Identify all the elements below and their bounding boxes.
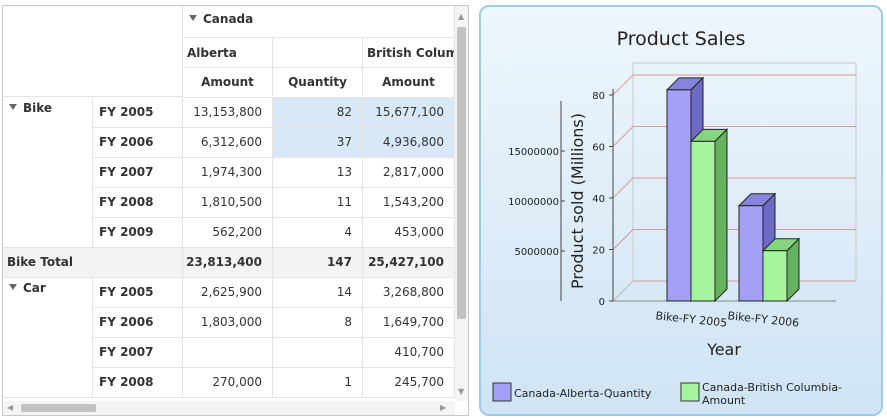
row-year-label: FY 2007	[93, 338, 183, 368]
bar-bc-amount-side	[714, 128, 728, 303]
right-axis-tick-label: 20	[592, 246, 605, 257]
cell-bc-amount[interactable]: 3,268,800	[363, 278, 455, 308]
collapse-triangle-icon[interactable]	[9, 103, 17, 110]
collapse-triangle-icon[interactable]	[189, 14, 197, 21]
scroll-down-arrow-icon[interactable]: ▼	[458, 387, 465, 396]
vertical-scrollbar[interactable]: ▲ ▼	[455, 6, 468, 401]
left-axis-tick-label: 15000000	[508, 147, 559, 158]
gridline-depth	[612, 74, 634, 96]
row-total-label: Bike Total	[3, 248, 183, 278]
bar-alberta-quantity	[666, 89, 692, 302]
vertical-scroll-thumb[interactable]	[457, 27, 466, 319]
row-year-label: FY 2008	[93, 368, 183, 398]
gridline-depth	[612, 229, 634, 250]
cell-alberta-amount[interactable]: 1,803,000	[183, 308, 273, 338]
right-axis-tick-label: 60	[592, 143, 605, 154]
chart-panel: 0 20 40 60 80 5000000 10000000 15000000 Bike-FY …	[479, 5, 883, 416]
cell-alberta-quantity[interactable]: 37	[273, 128, 363, 158]
measure-header-quantity[interactable]: Quantity	[273, 68, 363, 98]
cell-bc-amount[interactable]: 245,700	[363, 368, 455, 398]
cell-alberta-amount[interactable]: 270,000	[183, 368, 273, 398]
chart-title: Product Sales	[617, 28, 746, 50]
cell-alberta-quantity[interactable]: 147	[273, 248, 363, 278]
bar-alberta-quantity	[738, 205, 764, 302]
cell-alberta-amount[interactable]: 23,813,400	[183, 248, 273, 278]
cell-bc-amount[interactable]: 410,700	[363, 338, 455, 368]
x-tick-label: Bike-FY 2006	[727, 309, 800, 329]
column-header-alberta[interactable]: Alberta	[183, 38, 273, 68]
legend-label-bc-amount-line2: Amount	[702, 394, 746, 407]
cell-bc-amount[interactable]: 1,543,200	[363, 188, 455, 218]
cell-alberta-quantity[interactable]: 1	[273, 368, 363, 398]
cell-bc-amount[interactable]: 453,000	[363, 218, 455, 248]
row-group-label: Car	[23, 281, 46, 295]
scroll-up-arrow-icon[interactable]: ▲	[458, 12, 465, 21]
cell-alberta-quantity[interactable]: 14	[273, 278, 363, 308]
cell-bc-amount[interactable]: 1,649,700	[363, 308, 455, 338]
cell-alberta-quantity[interactable]: 8	[273, 308, 363, 338]
cell-alberta-amount[interactable]: 6,312,600	[183, 128, 273, 158]
cell-bc-amount[interactable]: 2,817,000	[363, 158, 455, 188]
x-tick-label: Bike-FY 2005	[655, 309, 728, 329]
row-year-label: FY 2007	[93, 158, 183, 188]
cell-alberta-quantity[interactable]	[273, 338, 363, 368]
right-axis-tick-label: 80	[592, 91, 605, 102]
measure-header-amount[interactable]: Amount	[183, 68, 273, 98]
right-axis-tick-label: 0	[599, 297, 605, 308]
horizontal-scroll-thumb[interactable]	[21, 404, 96, 412]
legend-label-bc-amount: Canada-British Columbia-	[702, 381, 842, 394]
row-year-label: FY 2006	[93, 308, 183, 338]
row-group-car[interactable]: Car	[3, 278, 93, 398]
horizontal-scrollbar[interactable]: ◀ ▶	[3, 401, 455, 415]
scroll-left-arrow-icon[interactable]: ◀	[7, 403, 14, 412]
cell-alberta-amount[interactable]: 1,810,500	[183, 188, 273, 218]
collapse-triangle-icon[interactable]	[9, 283, 17, 290]
gridline-depth	[612, 126, 634, 147]
column-header-alberta-spacer	[273, 38, 363, 68]
cell-bc-amount[interactable]: 25,427,100	[363, 248, 455, 278]
measure-header-amount[interactable]: Amount	[363, 68, 455, 98]
cell-alberta-amount[interactable]: 2,625,900	[183, 278, 273, 308]
row-year-label: FY 2006	[93, 128, 183, 158]
row-group-bike[interactable]: Bike	[3, 98, 93, 248]
cell-alberta-amount[interactable]	[183, 338, 273, 368]
row-year-label: FY 2005	[93, 278, 183, 308]
column-header-british-columbia[interactable]: British Columbi	[363, 38, 455, 68]
legend-swatch-bc-amount	[680, 382, 700, 402]
left-axis-tick-label: 10000000	[508, 197, 559, 208]
product-sales-chart: 0 20 40 60 80 5000000 10000000 15000000 Bike-FY …	[492, 28, 857, 407]
cell-alberta-amount[interactable]: 562,200	[183, 218, 273, 248]
x-axis-title: Year	[706, 340, 741, 359]
corner-header	[3, 6, 183, 97]
legend-swatch-alberta-quantity	[492, 382, 512, 402]
pivot-grid[interactable]: Canada Alberta British Columbi Amount Qu…	[2, 5, 469, 416]
row-year-label: FY 2005	[93, 98, 183, 128]
cell-alberta-quantity[interactable]: 4	[273, 218, 363, 248]
cell-bc-amount[interactable]: 4,936,800	[363, 128, 455, 158]
column-header-canada[interactable]: Canada	[183, 6, 455, 38]
cell-alberta-quantity[interactable]: 11	[273, 188, 363, 218]
cell-alberta-quantity[interactable]: 82	[273, 98, 363, 128]
scroll-right-arrow-icon[interactable]: ▶	[440, 403, 447, 412]
cell-bc-amount[interactable]: 15,677,100	[363, 98, 455, 128]
bar-bc-amount	[690, 140, 716, 302]
legend-label-alberta-quantity: Canada-Alberta-Quantity	[514, 387, 652, 400]
cell-alberta-quantity[interactable]: 13	[273, 158, 363, 188]
gridline-depth	[612, 177, 634, 199]
y-axis-title: Product sold (Millions)	[568, 113, 587, 289]
row-group-label: Bike	[23, 101, 53, 115]
bar-bc-amount	[762, 250, 788, 302]
right-axis-tick-label: 40	[592, 194, 605, 205]
country-label: Canada	[203, 12, 254, 26]
cell-alberta-amount[interactable]: 1,974,300	[183, 158, 273, 188]
floor-edge	[612, 280, 634, 302]
left-axis-tick-label: 5000000	[514, 247, 559, 258]
cell-alberta-amount[interactable]: 13,153,800	[183, 98, 273, 128]
row-year-label: FY 2009	[93, 218, 183, 248]
row-year-label: FY 2008	[93, 188, 183, 218]
